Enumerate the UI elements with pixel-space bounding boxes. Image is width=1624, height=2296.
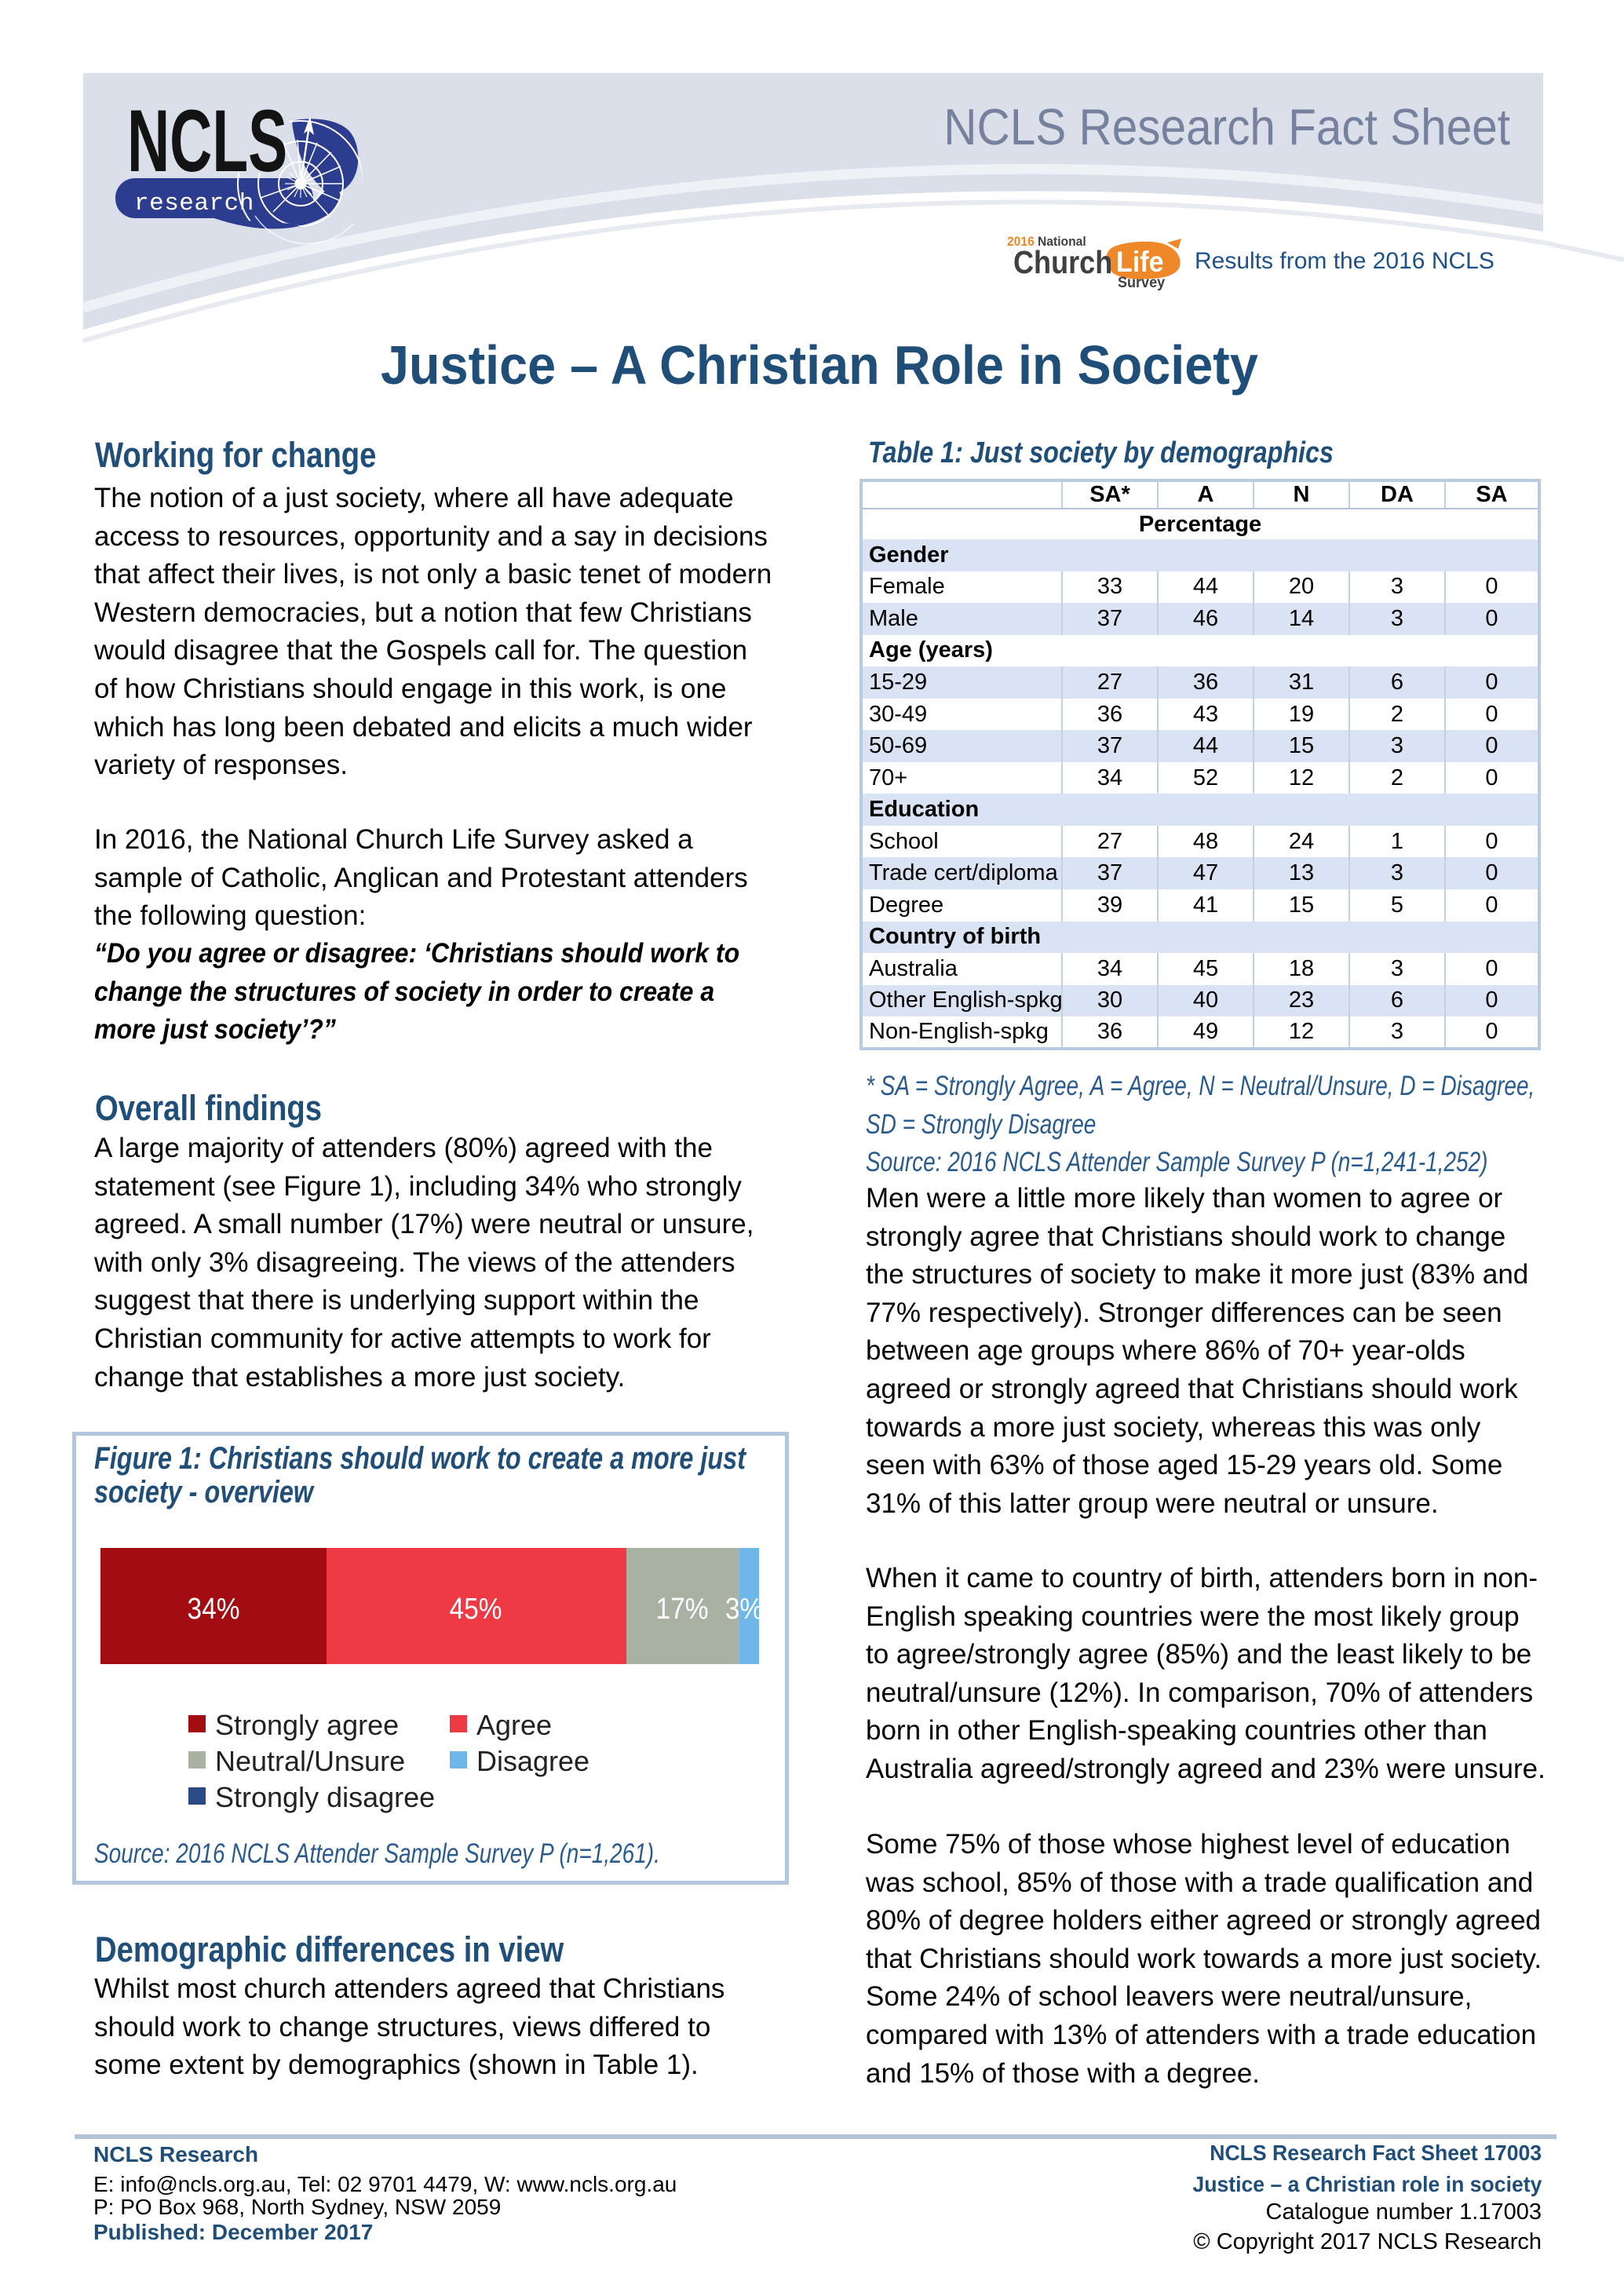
svg-text:NCLS: NCLS <box>127 94 287 191</box>
svg-text:research: research <box>134 190 254 217</box>
svg-text:Church: Church <box>1013 245 1112 281</box>
svg-text:2016: 2016 <box>1007 234 1035 249</box>
svg-text:Life: Life <box>1116 246 1164 279</box>
svg-text:National: National <box>1038 234 1086 249</box>
svg-text:Survey: Survey <box>1118 274 1166 291</box>
